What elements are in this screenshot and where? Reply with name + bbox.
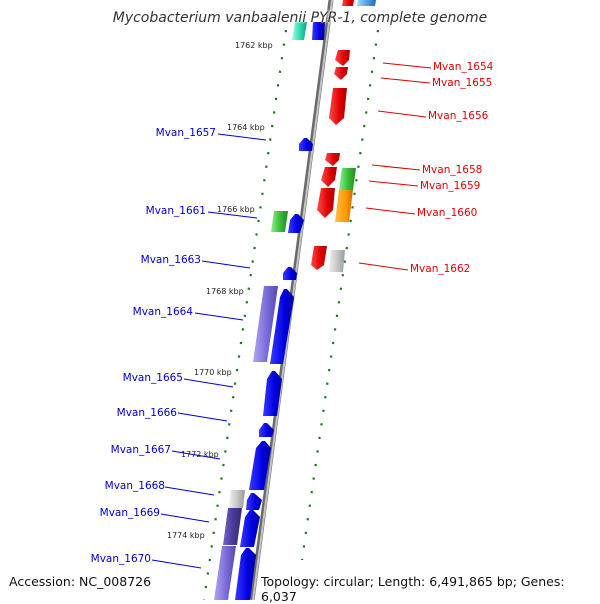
- forward-genes: [311, 0, 376, 272]
- gene-label-mvan-1657[interactable]: Mvan_1657: [156, 127, 216, 139]
- tick-label: 1774 kbp: [167, 531, 205, 540]
- gene-block: [229, 490, 245, 508]
- tick-labels: 1762 kbp 1764 kbp 1766 kbp 1768 kbp 1770…: [167, 41, 273, 540]
- gene-arrow: [335, 50, 350, 66]
- tick-label: 1764 kbp: [227, 123, 265, 132]
- gene-label-mvan-1661[interactable]: Mvan_1661: [146, 205, 206, 217]
- gene-arrow: [249, 441, 271, 490]
- gene-label-mvan-1665[interactable]: Mvan_1665: [123, 372, 183, 384]
- gene-arrow: [325, 153, 340, 166]
- gene-arrow: [240, 510, 260, 547]
- gene-label-mvan-1660[interactable]: Mvan_1660: [417, 207, 477, 219]
- gene-block: [312, 22, 325, 40]
- gene-block: [339, 168, 356, 190]
- gene-label-mvan-1659[interactable]: Mvan_1659: [420, 180, 480, 192]
- gene-label-mvan-1667[interactable]: Mvan_1667: [111, 444, 171, 456]
- gene-arrow: [246, 493, 262, 510]
- gene-label-mvan-1656[interactable]: Mvan_1656: [428, 110, 489, 122]
- tick-label: 1762 kbp: [235, 41, 273, 50]
- gene-block: [223, 508, 242, 545]
- gene-arrow: [299, 138, 313, 151]
- tick-rings: [202, 29, 380, 600]
- inner-tick-ring: [202, 29, 288, 600]
- gene-block: [271, 211, 288, 232]
- gene-label-mvan-1663[interactable]: Mvan_1663: [141, 254, 201, 266]
- gene-arrow: [357, 0, 376, 6]
- gene-arrow: [288, 214, 304, 233]
- gene-block: [335, 190, 353, 222]
- gene-arrow: [317, 188, 335, 218]
- gene-block: [253, 286, 278, 362]
- tick-label: 1766 kbp: [217, 205, 255, 214]
- gene-block: [329, 250, 345, 272]
- gene-label-mvan-1655[interactable]: Mvan_1655: [432, 77, 492, 89]
- gene-label-mvan-1670[interactable]: Mvan_1670: [91, 553, 151, 565]
- gene-block: [214, 546, 236, 600]
- gene-arrow: [283, 267, 297, 280]
- gene-block: [292, 22, 307, 40]
- tick-label: 1770 kbp: [194, 368, 232, 377]
- gene-label-mvan-1658[interactable]: Mvan_1658: [422, 164, 482, 176]
- gene-arrow: [270, 289, 294, 364]
- gene-arrow: [235, 548, 256, 600]
- gene-arrow: [263, 371, 282, 416]
- gene-arrow: [259, 423, 274, 437]
- gene-arrow: [342, 0, 354, 6]
- gene-label-mvan-1662[interactable]: Mvan_1662: [410, 263, 470, 275]
- reverse-gene-labels: [151, 133, 267, 569]
- gene-label-mvan-1664[interactable]: Mvan_1664: [133, 306, 194, 318]
- gene-arrow: [329, 88, 347, 125]
- gene-arrow: [334, 67, 348, 80]
- tick-label: 1772 kbp: [181, 450, 219, 459]
- map-title: Mycobacterium vanbaalenii PYR-1, complet…: [112, 10, 488, 26]
- gene-label-mvan-1669[interactable]: Mvan_1669: [100, 507, 160, 519]
- gene-arrow: [321, 167, 337, 187]
- accession-text: Accession: NC_008726: [9, 574, 152, 589]
- reverse-genes: [214, 22, 325, 600]
- gene-label-mvan-1654[interactable]: Mvan_1654: [433, 61, 494, 73]
- gene-arrow: [311, 246, 327, 270]
- tick-label: 1768 kbp: [206, 287, 244, 296]
- forward-gene-labels: [358, 62, 432, 271]
- gene-label-mvan-1668[interactable]: Mvan_1668: [105, 480, 165, 492]
- gene-label-mvan-1666[interactable]: Mvan_1666: [117, 407, 178, 419]
